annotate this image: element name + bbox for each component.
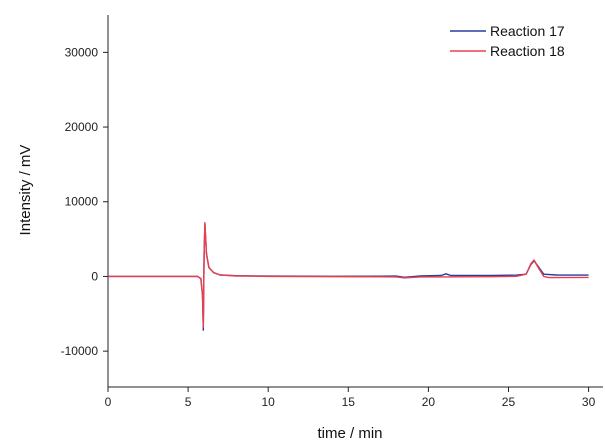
- x-tick-label: 10: [262, 395, 276, 409]
- series-lines: [108, 222, 589, 331]
- legend-label-reaction-18: Reaction 18: [490, 43, 565, 59]
- y-ticks: -10000 0 10000 20000 30000: [61, 45, 108, 358]
- y-tick-label: 10000: [65, 195, 99, 209]
- x-tick-label: 25: [502, 395, 516, 409]
- x-axis-label: time / min: [317, 425, 382, 442]
- x-tick-label: 30: [582, 395, 596, 409]
- x-tick-label: 15: [342, 395, 356, 409]
- y-tick-label: -10000: [61, 344, 99, 358]
- legend: Reaction 17 Reaction 18: [450, 23, 565, 59]
- legend-label-reaction-17: Reaction 17: [490, 23, 565, 39]
- series-line-reaction-18: [108, 222, 589, 328]
- y-tick-label: 0: [91, 269, 98, 283]
- y-tick-label: 20000: [65, 120, 99, 134]
- x-tick-label: 0: [105, 395, 112, 409]
- y-tick-label: 30000: [65, 45, 99, 59]
- y-axis-label: Intensity / mV: [17, 145, 34, 236]
- x-tick-label: 20: [422, 395, 436, 409]
- x-tick-label: 5: [185, 395, 192, 409]
- x-ticks: 0 5 10 15 20 25 30: [105, 387, 596, 409]
